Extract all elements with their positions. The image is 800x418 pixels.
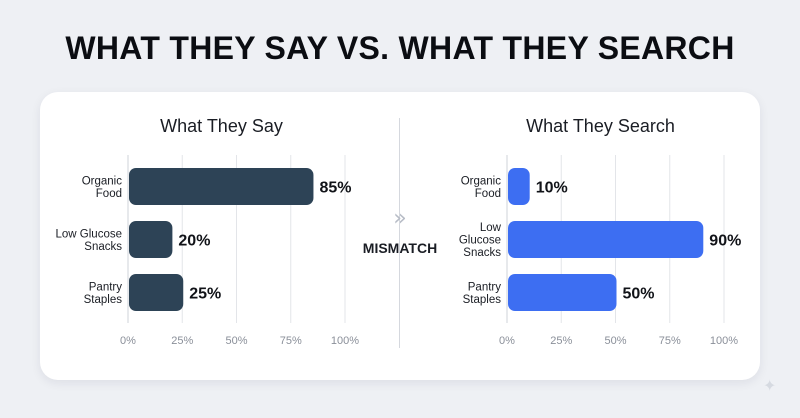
- panel-divider: [399, 118, 400, 348]
- sparkle-icon: ✦: [763, 376, 777, 395]
- search-value-label: 50%: [623, 286, 655, 303]
- search-value-label: 90%: [709, 233, 741, 250]
- search-bar: [508, 221, 704, 258]
- search-bar: [508, 274, 617, 311]
- say-category-label: Organic Food: [82, 175, 123, 200]
- search-category-label: Pantry Staples: [463, 281, 502, 306]
- search-chart-title: What They Search: [526, 116, 675, 136]
- search-category-label: Low Glucose Snacks: [459, 222, 502, 259]
- say-bar: [129, 221, 173, 258]
- search-tick-label: 50%: [604, 335, 626, 347]
- search-bar: [508, 168, 530, 205]
- mismatch-label: MISMATCH: [362, 240, 438, 256]
- say-bar: [129, 274, 184, 311]
- say-value-label: 85%: [319, 180, 351, 197]
- search-tick-label: 0%: [499, 335, 515, 347]
- say-value-label: 25%: [189, 286, 221, 303]
- say-tick-label: 25%: [171, 335, 193, 347]
- search-tick-label: 25%: [550, 335, 572, 347]
- say-category-label: Low Glucose Snacks: [56, 228, 123, 253]
- say-tick-label: 75%: [280, 335, 302, 347]
- search-tick-label: 100%: [710, 335, 738, 347]
- say-tick-label: 0%: [120, 335, 136, 347]
- search-tick-label: 75%: [659, 335, 681, 347]
- say-category-label: Pantry Staples: [84, 281, 123, 306]
- say-chart-title: What They Say: [160, 116, 283, 136]
- say-tick-label: 50%: [225, 335, 247, 347]
- say-value-label: 20%: [178, 233, 210, 250]
- search-value-label: 10%: [536, 180, 568, 197]
- say-tick-label: 100%: [331, 335, 359, 347]
- say-bar: [129, 168, 314, 205]
- double-chevron-right-icon: »: [393, 206, 407, 231]
- page-title: WHAT THEY SAY VS. WHAT THEY SEARCH: [65, 30, 735, 66]
- search-category-label: Organic Food: [461, 175, 502, 200]
